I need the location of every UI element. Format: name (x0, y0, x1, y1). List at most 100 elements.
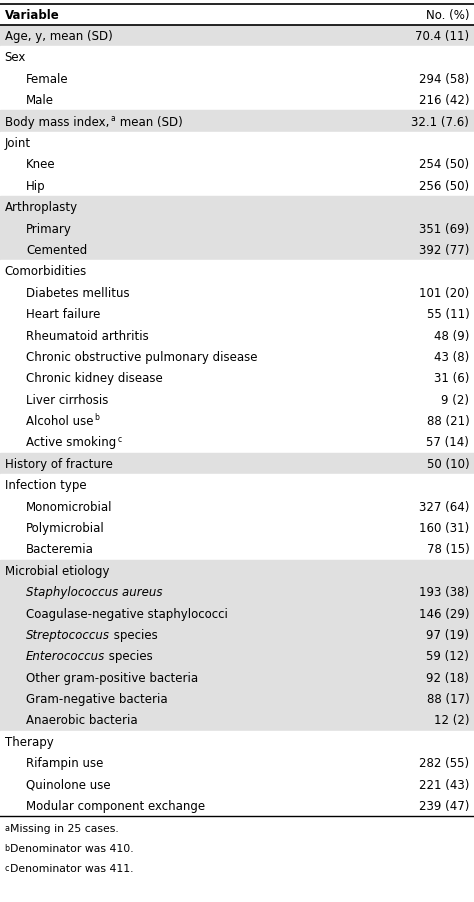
Text: 32.1 (7.6): 32.1 (7.6) (411, 115, 469, 128)
Bar (0, 90, 474, 111)
Text: Active smoking: Active smoking (26, 436, 116, 449)
Bar (0, 304, 474, 325)
Bar (0, 667, 474, 688)
Text: species: species (110, 628, 158, 641)
Bar (0, 731, 474, 752)
Text: Modular component exchange: Modular component exchange (26, 799, 205, 812)
Text: 50 (10): 50 (10) (427, 457, 469, 470)
Text: History of fracture: History of fracture (5, 457, 113, 470)
Text: Arthroplasty: Arthroplasty (5, 201, 78, 214)
Text: 254 (50): 254 (50) (419, 158, 469, 171)
Text: a: a (5, 824, 10, 833)
Text: Variable: Variable (5, 9, 60, 22)
Bar (0, 47, 474, 69)
Bar (0, 261, 474, 282)
Text: 282 (55): 282 (55) (419, 757, 469, 769)
Text: mean (SD): mean (SD) (116, 115, 182, 128)
Text: Cemented: Cemented (26, 244, 87, 257)
Bar (0, 538, 474, 560)
Text: Anaerobic bacteria: Anaerobic bacteria (26, 713, 137, 727)
Text: 351 (69): 351 (69) (419, 222, 469, 235)
Bar (0, 175, 474, 197)
Bar (0, 325, 474, 346)
Bar (0, 5, 474, 26)
Text: Heart failure: Heart failure (26, 308, 100, 321)
Text: 59 (12): 59 (12) (427, 649, 469, 663)
Text: 55 (11): 55 (11) (427, 308, 469, 321)
Text: Missing in 25 cases.: Missing in 25 cases. (10, 824, 119, 833)
Bar (0, 560, 474, 581)
Text: c: c (5, 863, 9, 872)
Text: c: c (117, 434, 121, 443)
Bar (0, 111, 474, 133)
Bar (0, 346, 474, 368)
Bar (0, 282, 474, 304)
Text: Enterococcus: Enterococcus (26, 649, 105, 663)
Bar (0, 517, 474, 538)
Text: Hip: Hip (26, 179, 46, 193)
Text: 239 (47): 239 (47) (419, 799, 469, 812)
Text: 221 (43): 221 (43) (419, 778, 469, 791)
Text: Male: Male (26, 94, 54, 107)
Bar (0, 197, 474, 218)
Text: Polymicrobial: Polymicrobial (26, 521, 105, 534)
Text: Age, y, mean (SD): Age, y, mean (SD) (5, 30, 112, 43)
Bar (0, 154, 474, 175)
Text: 70.4 (11): 70.4 (11) (415, 30, 469, 43)
Bar (0, 69, 474, 90)
Text: 88 (17): 88 (17) (427, 693, 469, 705)
Text: 327 (64): 327 (64) (419, 500, 469, 513)
Bar (0, 218, 474, 240)
Bar (0, 603, 474, 624)
Text: 43 (8): 43 (8) (434, 351, 469, 364)
Text: Gram-negative bacteria: Gram-negative bacteria (26, 693, 168, 705)
Bar (0, 774, 474, 795)
Bar (0, 432, 474, 453)
Text: species: species (105, 649, 153, 663)
Text: 256 (50): 256 (50) (419, 179, 469, 193)
Text: Liver cirrhosis: Liver cirrhosis (26, 393, 109, 406)
Text: Therapy: Therapy (5, 735, 54, 748)
Text: Comorbidities: Comorbidities (5, 265, 87, 278)
Text: Sex: Sex (5, 51, 26, 64)
Bar (0, 368, 474, 389)
Text: 146 (29): 146 (29) (419, 607, 469, 620)
Text: Coagulase-negative staphylococci: Coagulase-negative staphylococci (26, 607, 228, 620)
Text: 78 (15): 78 (15) (427, 543, 469, 556)
Text: 48 (9): 48 (9) (434, 329, 469, 342)
Text: 57 (14): 57 (14) (427, 436, 469, 449)
Bar (0, 496, 474, 517)
Text: Staphylococcus aureus: Staphylococcus aureus (26, 585, 163, 599)
Text: Knee: Knee (26, 158, 56, 171)
Bar (0, 474, 474, 496)
Text: 88 (21): 88 (21) (427, 415, 469, 428)
Bar (0, 795, 474, 816)
Bar (0, 624, 474, 646)
Bar (0, 240, 474, 261)
Text: 9 (2): 9 (2) (441, 393, 469, 406)
Text: a: a (110, 114, 115, 123)
Text: Diabetes mellitus: Diabetes mellitus (26, 287, 130, 299)
Bar (0, 688, 474, 710)
Text: b: b (94, 413, 100, 422)
Text: Rheumatoid arthritis: Rheumatoid arthritis (26, 329, 149, 342)
Text: Joint: Joint (5, 137, 31, 150)
Bar (0, 453, 474, 474)
Bar (0, 646, 474, 667)
Text: Denominator was 411.: Denominator was 411. (10, 863, 134, 873)
Text: 12 (2): 12 (2) (434, 713, 469, 727)
Text: No. (%): No. (%) (426, 9, 469, 22)
Text: 193 (38): 193 (38) (419, 585, 469, 599)
Bar (0, 410, 474, 432)
Text: Streptococcus: Streptococcus (26, 628, 110, 641)
Text: Primary: Primary (26, 222, 72, 235)
Text: Other gram-positive bacteria: Other gram-positive bacteria (26, 671, 198, 684)
Text: Chronic obstructive pulmonary disease: Chronic obstructive pulmonary disease (26, 351, 257, 364)
Text: Infection type: Infection type (5, 479, 86, 492)
Bar (0, 133, 474, 154)
Text: 160 (31): 160 (31) (419, 521, 469, 534)
Text: 31 (6): 31 (6) (434, 372, 469, 385)
Text: Body mass index,: Body mass index, (5, 115, 109, 128)
Text: 92 (18): 92 (18) (427, 671, 469, 684)
Text: Denominator was 410.: Denominator was 410. (10, 843, 134, 853)
